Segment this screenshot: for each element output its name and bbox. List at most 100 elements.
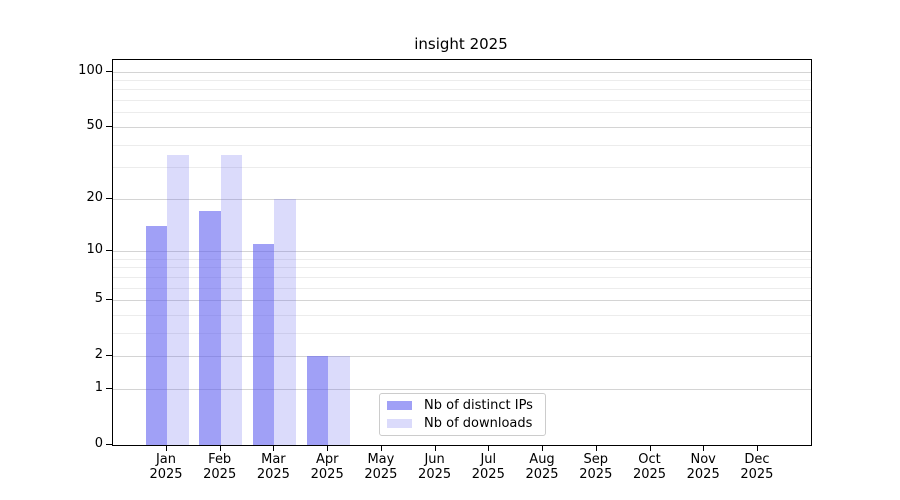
x-tick-mark-dec [756, 445, 758, 451]
y-tick-label-1: 1 [94, 379, 103, 395]
chart-title: insight 2025 [414, 35, 508, 53]
legend-label-downloads: Nb of downloads [424, 416, 533, 431]
x-tick-month-oct: Oct [638, 452, 661, 467]
x-tick-year-mar: 2025 [256, 467, 290, 482]
x-tick-year-dec: 2025 [740, 467, 774, 482]
gridline-minor-7 [113, 276, 811, 278]
bar-nb-of-downloads-mar [274, 198, 296, 445]
y-tick-mark-50 [106, 125, 112, 127]
x-tick-year-jan: 2025 [149, 467, 183, 482]
y-tick-mark-0 [106, 444, 112, 445]
x-tick-mark-jun [434, 445, 436, 451]
x-tick-label-dec: Dec 2025 [722, 452, 792, 482]
x-tick-mark-aug [542, 445, 543, 451]
x-tick-label-apr: Apr 2025 [292, 452, 362, 482]
x-tick-month-aug: Aug [529, 452, 555, 467]
gridline-minor-70 [113, 100, 811, 102]
gridline-minor-30 [113, 167, 811, 169]
bar-nb-of-distinct-ips-jan [145, 225, 167, 445]
x-tick-mark-may [380, 445, 382, 451]
x-tick-year-oct: 2025 [632, 467, 667, 482]
x-tick-label-oct: Oct 2025 [615, 452, 685, 482]
x-tick-year-jun: 2025 [418, 467, 452, 482]
x-tick-mark-jul [488, 445, 490, 451]
x-tick-year-may: 2025 [364, 467, 398, 482]
y-tick-mark-20 [106, 197, 112, 199]
bar-nb-of-downloads-apr [328, 356, 350, 445]
gridline-minor-6 [113, 287, 811, 289]
y-tick-label-10: 10 [86, 242, 103, 257]
x-tick-mark-oct [649, 445, 651, 451]
x-tick-label-nov: Nov 2025 [668, 452, 738, 482]
x-tick-month-mar: Mar [261, 452, 286, 467]
x-tick-mark-feb [219, 445, 221, 451]
x-tick-year-apr: 2025 [310, 467, 344, 482]
gridline-minor-3 [113, 332, 811, 334]
x-tick-year-nov: 2025 [686, 467, 720, 482]
x-tick-month-jun: Jun [424, 452, 445, 467]
x-tick-month-sep: Sep [583, 452, 609, 467]
gridline-major-1 [113, 388, 811, 390]
y-tick-label-5: 5 [94, 291, 103, 306]
gridline-minor-8 [113, 267, 811, 269]
gridline-major-10 [113, 251, 811, 252]
y-tick-mark-5 [106, 299, 112, 300]
y-tick-label-0: 0 [94, 436, 103, 451]
x-tick-month-may: May [367, 452, 395, 467]
gridline-minor-4 [113, 314, 811, 316]
y-tick-mark-10 [106, 250, 112, 251]
y-tick-label-100: 100 [78, 62, 103, 78]
gridline-minor-90 [113, 80, 811, 81]
x-tick-label-sep: Sep 2025 [561, 452, 631, 482]
gridline-minor-40 [113, 144, 811, 146]
legend-swatch-distinct-ips [387, 401, 412, 410]
x-tick-month-jul: Jul [480, 452, 497, 467]
gridline-major-20 [113, 198, 811, 200]
gridline-major-100 [113, 71, 811, 73]
y-tick-mark-2 [106, 355, 112, 357]
legend-swatch-downloads [387, 419, 412, 428]
y-tick-mark-100 [106, 70, 112, 72]
y-tick-mark-1 [106, 387, 112, 389]
x-tick-month-feb: Feb [208, 452, 232, 467]
legend-label-distinct-ips: Nb of distinct IPs [424, 398, 533, 413]
x-tick-month-nov: Nov [690, 452, 716, 467]
plot-area: Nb of distinct IPs Nb of downloads [112, 59, 812, 446]
bar-nb-of-distinct-ips-feb [199, 211, 221, 445]
gridline-major-50 [113, 126, 811, 128]
x-tick-label-jan: Jan 2025 [131, 452, 201, 482]
bar-nb-of-distinct-ips-mar [252, 243, 275, 445]
x-tick-month-jan: Jan [155, 452, 177, 467]
x-tick-label-aug: Aug 2025 [507, 452, 577, 482]
x-tick-mark-apr [327, 445, 329, 451]
gridline-minor-80 [113, 89, 811, 91]
x-tick-month-dec: Dec [744, 452, 770, 467]
x-tick-label-jun: Jun 2025 [400, 452, 470, 482]
gridline-minor-9 [113, 258, 811, 260]
legend: Nb of distinct IPs Nb of downloads [379, 393, 546, 436]
x-tick-year-sep: 2025 [579, 467, 613, 482]
x-tick-year-jul: 2025 [471, 467, 505, 482]
x-tick-label-may: May 2025 [346, 452, 416, 482]
gridline-major-5 [113, 300, 811, 301]
x-tick-mark-sep [595, 445, 597, 451]
x-tick-year-aug: 2025 [525, 467, 559, 482]
y-tick-label-50: 50 [86, 117, 103, 133]
bar-nb-of-downloads-jan [167, 155, 189, 445]
gridline-minor-60 [113, 112, 811, 114]
bar-nb-of-distinct-ips-apr [306, 356, 329, 445]
y-tick-label-2: 2 [94, 347, 103, 363]
legend-item-distinct-ips: Nb of distinct IPs [387, 398, 539, 413]
x-tick-year-feb: 2025 [203, 467, 237, 482]
x-tick-mark-nov [703, 445, 705, 451]
x-tick-month-apr: Apr [315, 452, 339, 467]
x-tick-mark-jan [166, 445, 167, 451]
x-tick-label-jul: Jul 2025 [453, 452, 523, 482]
bar-nb-of-downloads-feb [220, 155, 243, 445]
x-tick-mark-mar [273, 445, 275, 451]
x-tick-label-mar: Mar 2025 [238, 452, 308, 482]
gridline-major-2 [113, 356, 811, 358]
x-tick-label-feb: Feb 2025 [185, 452, 255, 482]
y-tick-label-20: 20 [86, 189, 103, 205]
